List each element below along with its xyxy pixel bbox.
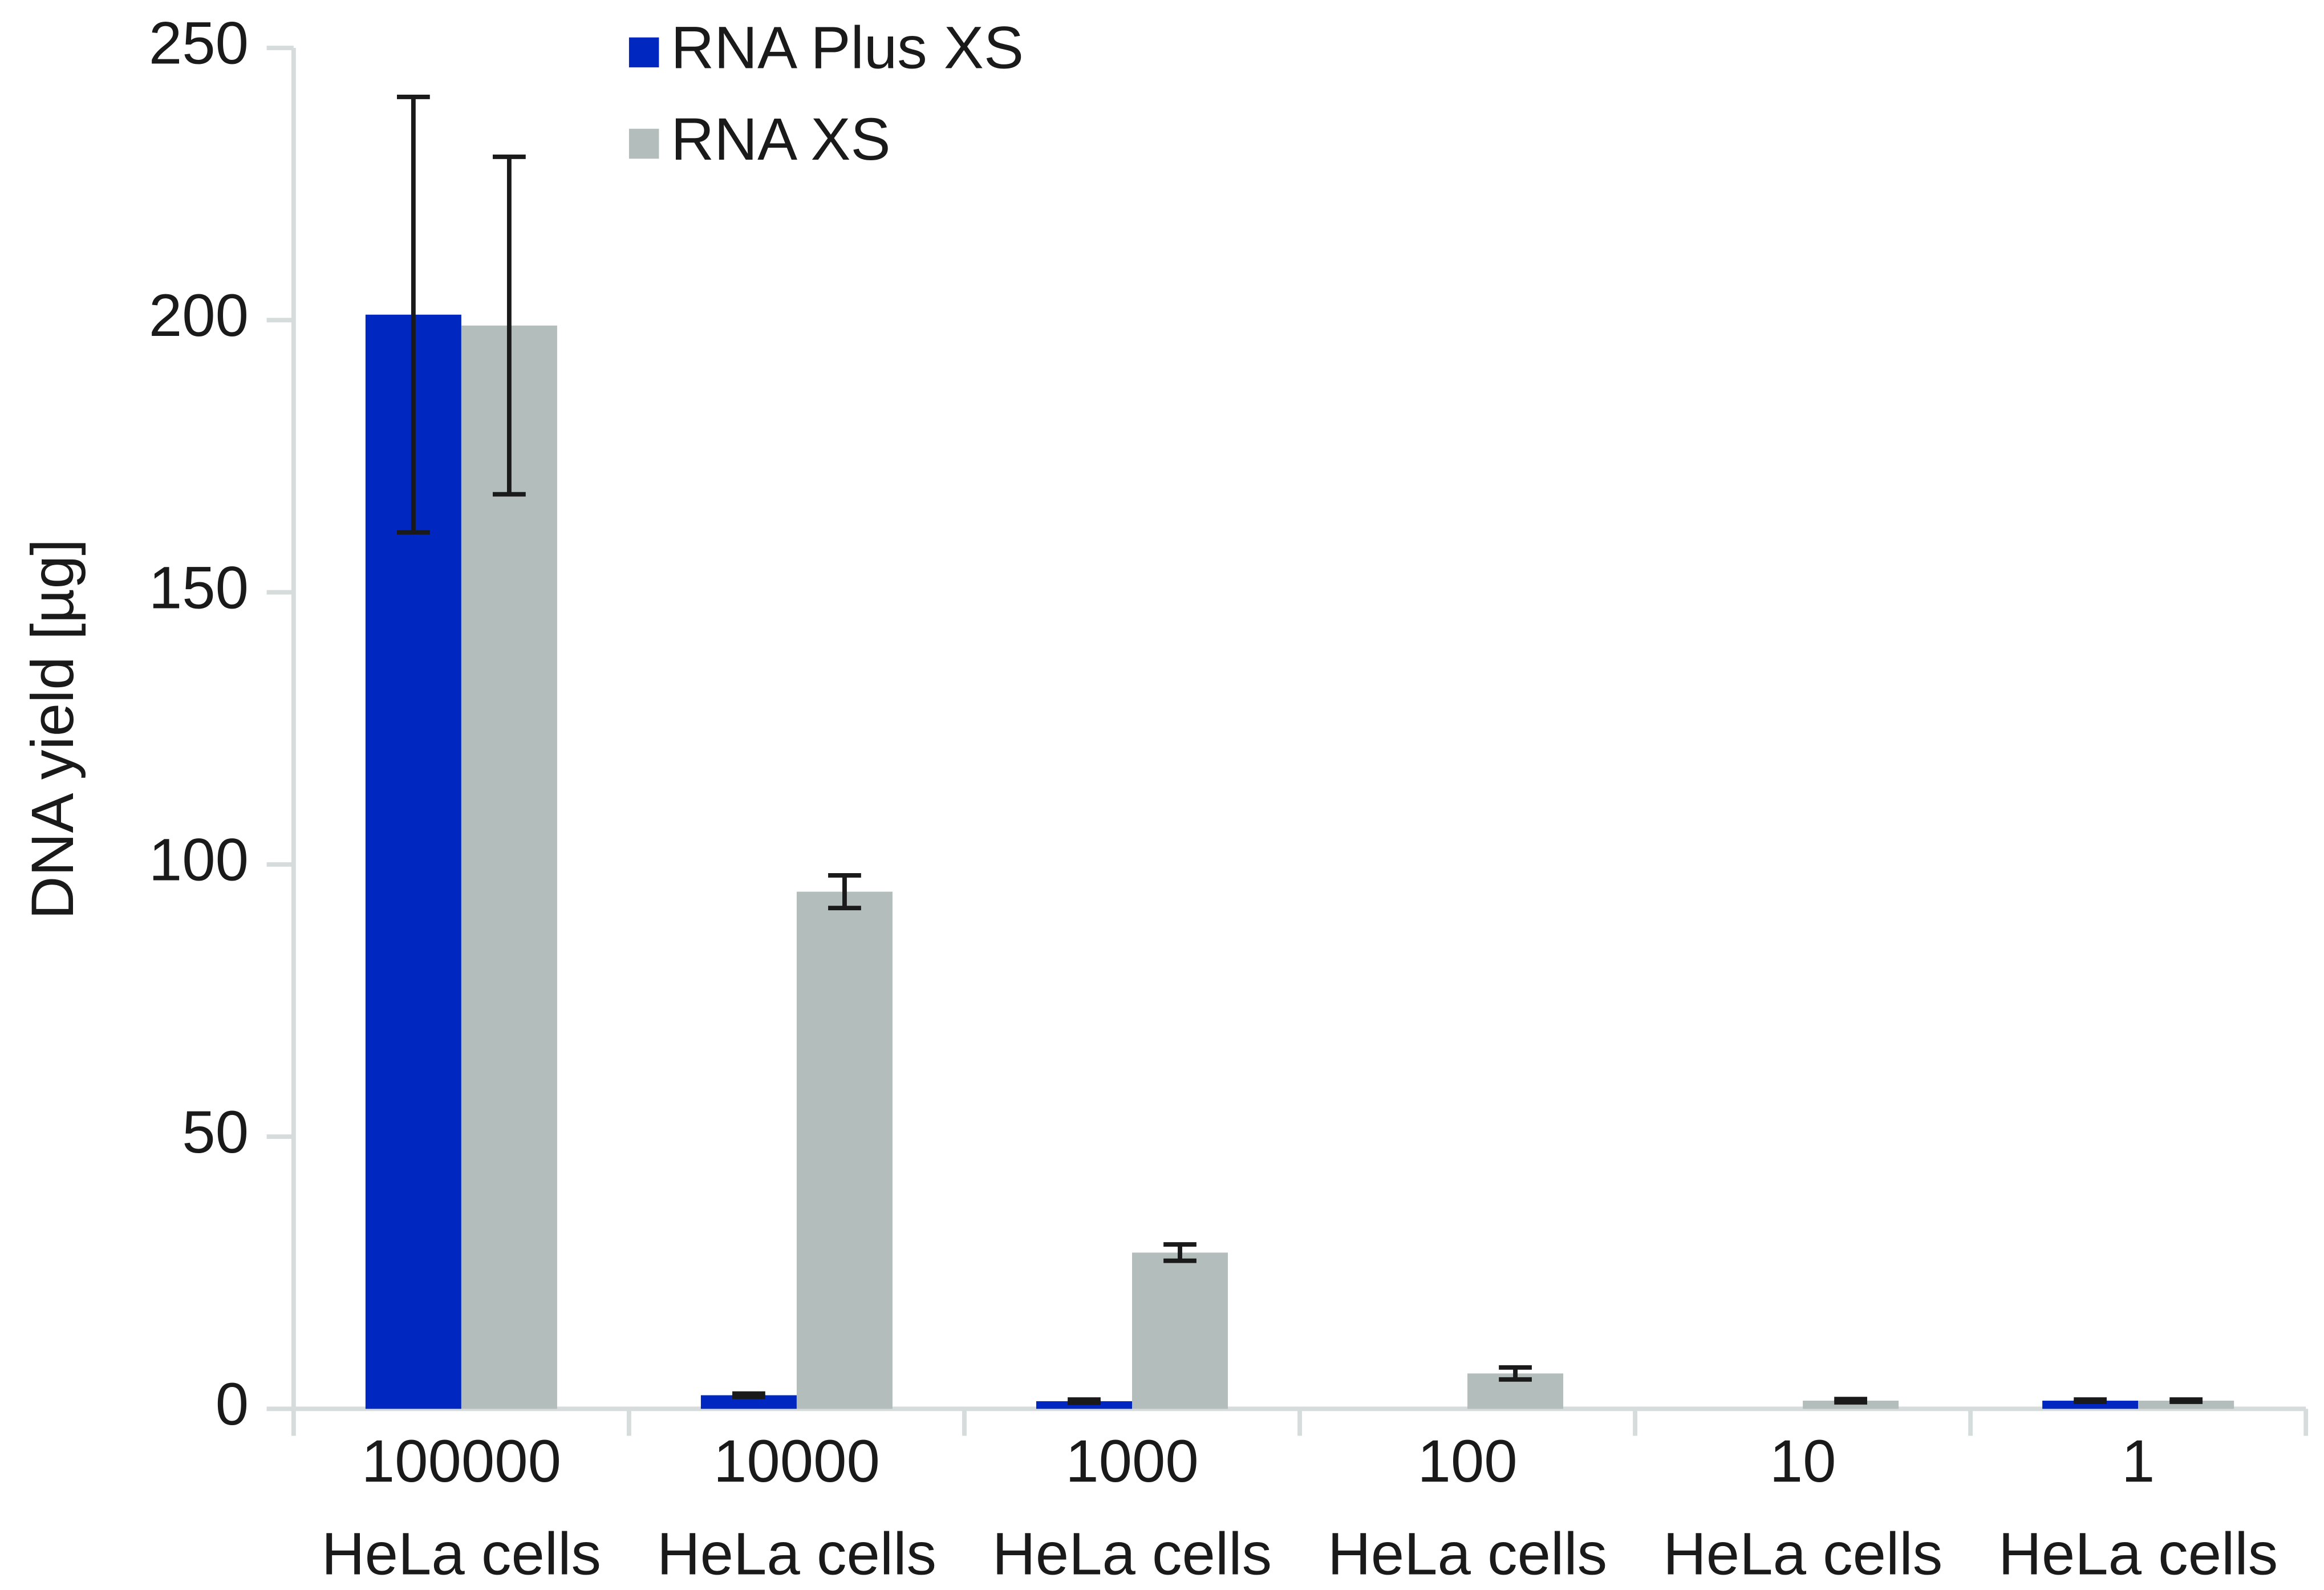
y-tick-label: 50 bbox=[182, 1099, 249, 1166]
x-tick-label: HeLa cells bbox=[1998, 1521, 2278, 1588]
x-tick-label: 10 bbox=[1770, 1428, 1836, 1495]
y-tick-label: 200 bbox=[149, 282, 249, 349]
y-tick-label: 0 bbox=[216, 1371, 249, 1438]
legend-label: RNA Plus XS bbox=[671, 15, 1024, 82]
y-tick-label: 100 bbox=[149, 827, 249, 894]
bar bbox=[1131, 1252, 1228, 1409]
x-tick-label: HeLa cells bbox=[1328, 1521, 1607, 1588]
x-tick-label: 100 bbox=[1417, 1428, 1517, 1495]
y-tick-label: 250 bbox=[149, 10, 249, 77]
y-axis-label: DNA yield [µg] bbox=[19, 539, 86, 919]
bar bbox=[1803, 1401, 1899, 1409]
bar bbox=[2042, 1401, 2139, 1409]
legend-swatch bbox=[628, 37, 659, 68]
x-tick-label: 10000 bbox=[713, 1428, 880, 1495]
x-tick-label: 1000 bbox=[1065, 1428, 1199, 1495]
bar bbox=[2138, 1401, 2234, 1409]
x-tick-label: HeLa cells bbox=[322, 1521, 601, 1588]
x-tick-label: HeLa cells bbox=[657, 1521, 936, 1588]
legend-swatch bbox=[628, 128, 659, 159]
bar bbox=[700, 1395, 797, 1409]
bar bbox=[796, 891, 893, 1409]
bar bbox=[461, 325, 557, 1409]
x-tick-label: HeLa cells bbox=[1663, 1521, 1942, 1588]
x-tick-label: 1 bbox=[2122, 1428, 2155, 1495]
x-tick-label: HeLa cells bbox=[992, 1521, 1272, 1588]
legend-label: RNA XS bbox=[671, 106, 890, 173]
y-tick-label: 150 bbox=[149, 554, 249, 621]
x-tick-label: 100000 bbox=[362, 1428, 561, 1495]
